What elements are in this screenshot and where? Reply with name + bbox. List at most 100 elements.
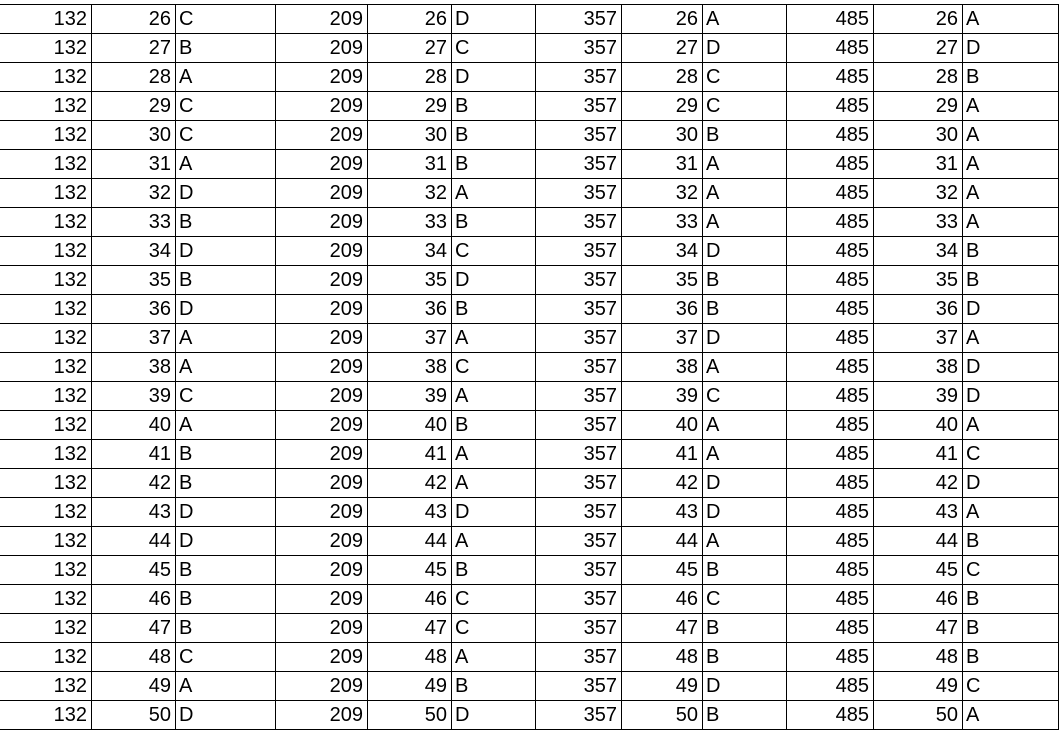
exam-code-cell[interactable]: 209 — [275, 381, 368, 411]
question-number-cell[interactable]: 48 — [621, 642, 703, 672]
exam-code-cell[interactable]: 132 — [0, 555, 92, 585]
question-number-cell[interactable]: 45 — [91, 555, 176, 585]
answer-cell[interactable]: C — [702, 381, 787, 411]
answer-cell[interactable]: A — [702, 526, 787, 556]
answer-cell[interactable]: B — [175, 265, 276, 295]
question-number-cell[interactable]: 29 — [91, 91, 176, 121]
question-number-cell[interactable]: 39 — [367, 381, 452, 411]
question-number-cell[interactable]: 34 — [873, 236, 963, 266]
exam-code-cell[interactable]: 132 — [0, 584, 92, 614]
exam-code-cell[interactable]: 485 — [786, 642, 874, 672]
exam-code-cell[interactable]: 209 — [275, 410, 368, 440]
question-number-cell[interactable]: 44 — [873, 526, 963, 556]
question-number-cell[interactable]: 43 — [91, 497, 176, 527]
exam-code-cell[interactable]: 485 — [786, 439, 874, 469]
exam-code-cell[interactable]: 485 — [786, 33, 874, 63]
exam-code-cell[interactable]: 357 — [535, 120, 622, 150]
question-number-cell[interactable]: 48 — [873, 642, 963, 672]
answer-cell[interactable]: A — [175, 671, 276, 701]
answer-cell[interactable]: B — [702, 294, 787, 324]
answer-cell[interactable]: C — [451, 236, 536, 266]
answer-cell[interactable]: B — [451, 207, 536, 237]
exam-code-cell[interactable]: 132 — [0, 120, 92, 150]
exam-code-cell[interactable]: 132 — [0, 149, 92, 179]
exam-code-cell[interactable]: 132 — [0, 613, 92, 643]
answer-cell[interactable]: C — [451, 33, 536, 63]
exam-code-cell[interactable]: 485 — [786, 265, 874, 295]
answer-cell[interactable]: A — [962, 149, 1059, 179]
question-number-cell[interactable]: 38 — [621, 352, 703, 382]
question-number-cell[interactable]: 45 — [621, 555, 703, 585]
question-number-cell[interactable]: 36 — [873, 294, 963, 324]
exam-code-cell[interactable]: 209 — [275, 671, 368, 701]
answer-cell[interactable]: D — [175, 236, 276, 266]
exam-code-cell[interactable]: 209 — [275, 120, 368, 150]
question-number-cell[interactable]: 44 — [91, 526, 176, 556]
answer-cell[interactable]: D — [451, 62, 536, 92]
exam-code-cell[interactable]: 357 — [535, 555, 622, 585]
question-number-cell[interactable]: 27 — [621, 33, 703, 63]
answer-cell[interactable]: A — [175, 62, 276, 92]
question-number-cell[interactable]: 30 — [621, 120, 703, 150]
answer-cell[interactable]: C — [451, 613, 536, 643]
answer-cell[interactable]: D — [962, 352, 1059, 382]
exam-code-cell[interactable]: 485 — [786, 700, 874, 730]
question-number-cell[interactable]: 30 — [91, 120, 176, 150]
question-number-cell[interactable]: 50 — [873, 700, 963, 730]
exam-code-cell[interactable]: 132 — [0, 236, 92, 266]
answer-cell[interactable]: D — [702, 236, 787, 266]
exam-code-cell[interactable]: 132 — [0, 410, 92, 440]
exam-code-cell[interactable]: 209 — [275, 4, 368, 34]
exam-code-cell[interactable]: 485 — [786, 584, 874, 614]
question-number-cell[interactable]: 38 — [367, 352, 452, 382]
answer-cell[interactable]: D — [175, 497, 276, 527]
question-number-cell[interactable]: 43 — [621, 497, 703, 527]
question-number-cell[interactable]: 50 — [367, 700, 452, 730]
exam-code-cell[interactable]: 209 — [275, 700, 368, 730]
question-number-cell[interactable]: 40 — [873, 410, 963, 440]
question-number-cell[interactable]: 48 — [367, 642, 452, 672]
question-number-cell[interactable]: 27 — [367, 33, 452, 63]
question-number-cell[interactable]: 46 — [367, 584, 452, 614]
answer-cell[interactable]: B — [702, 555, 787, 585]
question-number-cell[interactable]: 42 — [873, 468, 963, 498]
answer-cell[interactable]: B — [962, 265, 1059, 295]
answer-cell[interactable]: B — [451, 555, 536, 585]
answer-cell[interactable]: A — [702, 352, 787, 382]
question-number-cell[interactable]: 31 — [873, 149, 963, 179]
answer-cell[interactable]: A — [962, 497, 1059, 527]
question-number-cell[interactable]: 42 — [367, 468, 452, 498]
question-number-cell[interactable]: 31 — [367, 149, 452, 179]
exam-code-cell[interactable]: 132 — [0, 178, 92, 208]
answer-cell[interactable]: B — [451, 91, 536, 121]
answer-cell[interactable]: D — [175, 526, 276, 556]
exam-code-cell[interactable]: 209 — [275, 613, 368, 643]
exam-code-cell[interactable]: 357 — [535, 381, 622, 411]
question-number-cell[interactable]: 41 — [621, 439, 703, 469]
question-number-cell[interactable]: 40 — [367, 410, 452, 440]
question-number-cell[interactable]: 39 — [621, 381, 703, 411]
answer-cell[interactable]: A — [962, 207, 1059, 237]
exam-code-cell[interactable]: 485 — [786, 323, 874, 353]
question-number-cell[interactable]: 29 — [367, 91, 452, 121]
exam-code-cell[interactable]: 209 — [275, 323, 368, 353]
exam-code-cell[interactable]: 357 — [535, 149, 622, 179]
question-number-cell[interactable]: 29 — [873, 91, 963, 121]
answer-cell[interactable]: B — [962, 236, 1059, 266]
exam-code-cell[interactable]: 485 — [786, 4, 874, 34]
question-number-cell[interactable]: 32 — [621, 178, 703, 208]
question-number-cell[interactable]: 41 — [367, 439, 452, 469]
answer-cell[interactable]: A — [962, 91, 1059, 121]
answer-cell[interactable]: C — [962, 555, 1059, 585]
exam-code-cell[interactable]: 209 — [275, 265, 368, 295]
exam-code-cell[interactable]: 132 — [0, 265, 92, 295]
exam-code-cell[interactable]: 132 — [0, 381, 92, 411]
answer-cell[interactable]: C — [175, 120, 276, 150]
answer-cell[interactable]: A — [962, 323, 1059, 353]
exam-code-cell[interactable]: 209 — [275, 642, 368, 672]
exam-code-cell[interactable]: 357 — [535, 236, 622, 266]
exam-code-cell[interactable]: 132 — [0, 62, 92, 92]
exam-code-cell[interactable]: 485 — [786, 526, 874, 556]
answer-cell[interactable]: A — [962, 700, 1059, 730]
question-number-cell[interactable]: 45 — [367, 555, 452, 585]
